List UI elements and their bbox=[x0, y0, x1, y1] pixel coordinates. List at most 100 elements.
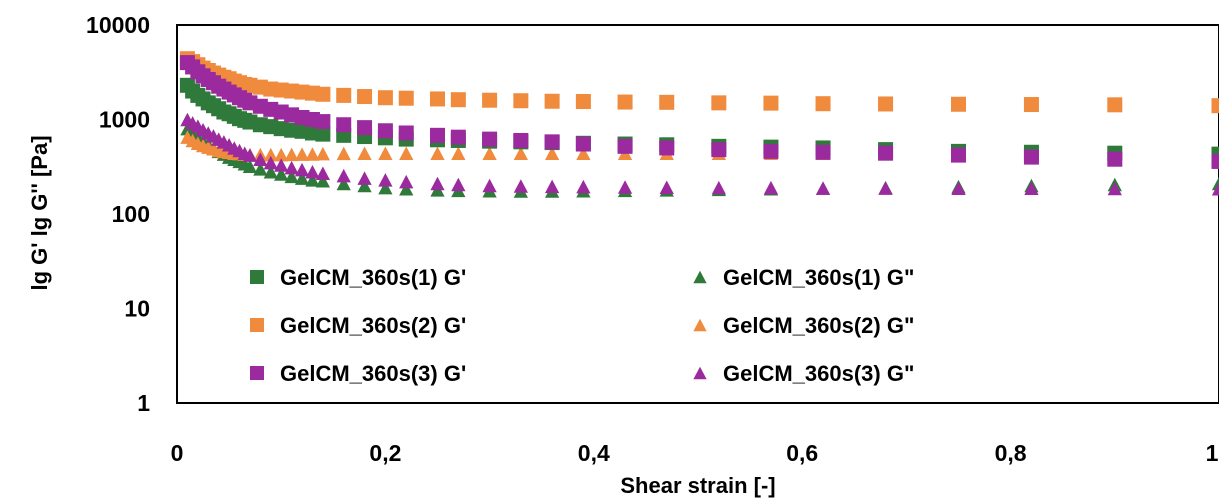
legend-item: GelCM_360s(3) G' bbox=[250, 361, 466, 386]
legend-label: GelCM_360s(1) G" bbox=[723, 265, 914, 290]
data-point bbox=[242, 159, 258, 174]
data-point bbox=[878, 145, 894, 161]
data-point bbox=[544, 146, 560, 160]
data-point bbox=[659, 140, 675, 156]
x-tick-label: 0,6 bbox=[786, 440, 818, 466]
legend-item: GelCM_360s(2) G" bbox=[693, 313, 914, 338]
data-point bbox=[763, 143, 779, 159]
data-point bbox=[263, 147, 278, 162]
series-6 bbox=[180, 112, 1219, 196]
data-point bbox=[336, 176, 351, 191]
data-point bbox=[315, 86, 331, 102]
data-point bbox=[711, 142, 727, 158]
data-point bbox=[878, 181, 893, 195]
x-tick-label: 0,8 bbox=[995, 440, 1027, 466]
data-point bbox=[336, 146, 351, 161]
data-point bbox=[430, 146, 445, 160]
legend-marker bbox=[250, 270, 264, 284]
data-point bbox=[315, 126, 331, 142]
data-point bbox=[294, 162, 310, 177]
legend: GelCM_360s(1) G' GelCM_360s(2) G' GelCM_36… bbox=[250, 265, 914, 386]
data-point bbox=[274, 158, 289, 172]
data-point bbox=[305, 164, 320, 179]
data-point bbox=[763, 95, 779, 111]
data-point bbox=[659, 94, 675, 110]
data-point bbox=[951, 181, 966, 196]
data-point bbox=[430, 127, 445, 143]
legend-label: GelCM_360s(2) G' bbox=[280, 313, 466, 338]
x-tick-label: 0 bbox=[171, 440, 184, 466]
data-point bbox=[1211, 153, 1219, 169]
data-point bbox=[294, 147, 310, 161]
data-point bbox=[951, 147, 966, 163]
data-point bbox=[357, 89, 373, 105]
data-point bbox=[377, 123, 393, 139]
y-tick-label: 1000 bbox=[99, 107, 150, 133]
legend-label: GelCM_360s(3) G" bbox=[723, 361, 914, 386]
data-point bbox=[815, 144, 831, 160]
data-point bbox=[430, 176, 445, 191]
data-point bbox=[336, 117, 352, 133]
data-point bbox=[575, 136, 591, 152]
data-point bbox=[274, 167, 289, 181]
data-point bbox=[315, 173, 331, 188]
data-point bbox=[482, 178, 497, 193]
data-point bbox=[305, 173, 320, 187]
data-point bbox=[357, 120, 373, 136]
x-tick-label: 0,2 bbox=[369, 440, 401, 466]
data-point bbox=[513, 179, 528, 193]
series-3 bbox=[179, 55, 1219, 169]
data-point bbox=[253, 162, 268, 176]
data-point bbox=[544, 93, 560, 109]
data-point bbox=[399, 182, 414, 196]
data-point bbox=[357, 146, 372, 160]
data-point bbox=[576, 179, 591, 194]
legend-marker bbox=[250, 318, 264, 332]
data-point bbox=[1211, 98, 1219, 114]
data-point bbox=[263, 164, 278, 179]
data-point bbox=[482, 131, 498, 147]
legend-item: GelCM_360s(3) G" bbox=[693, 361, 914, 386]
data-point bbox=[430, 91, 445, 107]
legend-label: GelCM_360s(2) G" bbox=[723, 313, 914, 338]
data-point bbox=[284, 147, 299, 162]
data-point bbox=[1107, 181, 1122, 196]
data-point bbox=[482, 146, 497, 160]
data-point bbox=[274, 147, 289, 162]
data-point bbox=[1107, 97, 1123, 113]
data-point bbox=[451, 146, 466, 160]
legend-marker bbox=[250, 366, 264, 380]
data-point bbox=[284, 169, 299, 184]
data-point bbox=[336, 168, 351, 183]
legend-marker bbox=[693, 270, 707, 284]
data-point bbox=[398, 90, 414, 106]
y-tick-label: 10 bbox=[124, 296, 150, 322]
data-point bbox=[617, 138, 633, 154]
data-point bbox=[513, 132, 529, 148]
data-point bbox=[315, 114, 331, 130]
legend-label: GelCM_360s(1) G' bbox=[280, 265, 466, 290]
data-point bbox=[336, 87, 352, 103]
data-point bbox=[378, 173, 393, 187]
data-point bbox=[513, 93, 529, 109]
data-point bbox=[711, 95, 727, 111]
legend-marker bbox=[693, 366, 707, 380]
data-point bbox=[305, 147, 320, 161]
data-point bbox=[763, 180, 779, 195]
data-point bbox=[450, 129, 466, 145]
data-point bbox=[284, 160, 299, 175]
data-point bbox=[1211, 182, 1219, 196]
data-point bbox=[357, 178, 372, 193]
data-point bbox=[617, 94, 633, 110]
data-point bbox=[1023, 149, 1039, 165]
data-point bbox=[398, 125, 414, 141]
data-point bbox=[815, 181, 831, 195]
legend-marker bbox=[693, 318, 707, 332]
x-tick-label: 1 bbox=[1206, 440, 1219, 466]
data-point bbox=[450, 92, 466, 108]
x-axis-label: Shear strain [-] bbox=[620, 473, 775, 498]
data-point bbox=[263, 155, 278, 170]
data-point bbox=[482, 92, 498, 108]
